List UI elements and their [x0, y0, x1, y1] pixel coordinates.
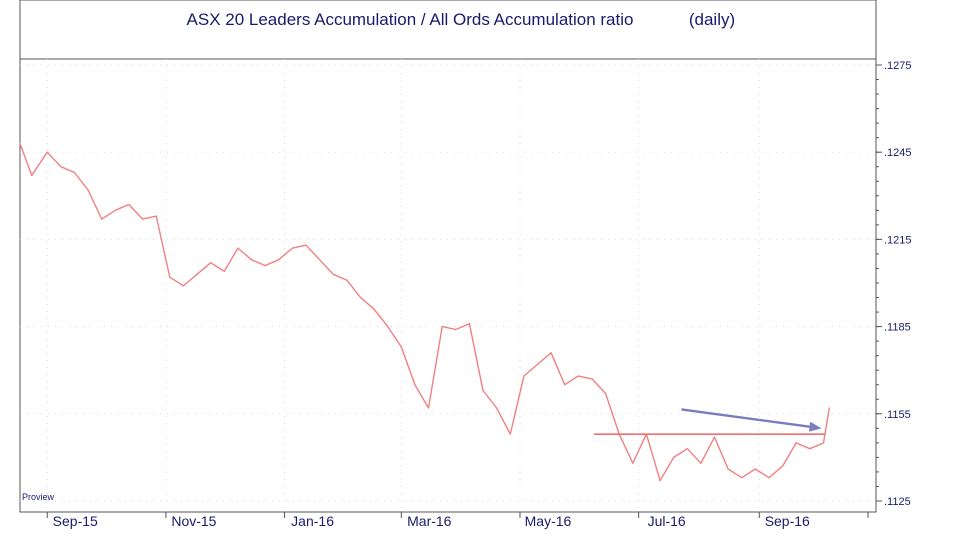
- y-tick-label: .1125: [884, 496, 911, 508]
- data-point: [523, 375, 525, 377]
- data-point: [809, 448, 811, 450]
- y-tick-label: .1245: [884, 147, 912, 159]
- data-point: [795, 442, 797, 444]
- data-point: [87, 189, 89, 191]
- data-point: [46, 151, 48, 153]
- annotations: [593, 408, 826, 435]
- data-point: [169, 276, 171, 278]
- arrow-head: [808, 421, 822, 432]
- x-tick-label: Sep-16: [765, 513, 810, 529]
- data-point: [741, 477, 743, 479]
- axes: .1275 .1245 .1215 .1185 .1155 .1125 Sep-15 Nov-…: [46, 60, 912, 529]
- data-point: [182, 285, 185, 287]
- data-point: [264, 264, 266, 267]
- data-point: [210, 262, 212, 264]
- data-point: [101, 218, 103, 220]
- y-tick-label: .1215: [884, 234, 912, 246]
- data-point: [291, 247, 293, 249]
- data-point: [536, 363, 539, 365]
- data-point: [727, 468, 729, 470]
- data-point: [250, 259, 253, 261]
- data-point: [591, 378, 593, 380]
- data-point: [414, 384, 416, 386]
- y-tick-label: .1185: [884, 322, 911, 334]
- x-tick-label: Nov-15: [171, 513, 216, 529]
- y-tick-label: .1275: [884, 60, 912, 72]
- x-tick-label: May-16: [525, 513, 572, 529]
- data-point: [373, 308, 375, 310]
- data-point: [400, 346, 402, 348]
- data-point: [686, 448, 688, 450]
- data-point: [828, 407, 830, 409]
- data-point: [141, 218, 144, 220]
- data-point: [713, 436, 716, 438]
- data-point: [564, 384, 566, 386]
- data-point: [359, 296, 362, 299]
- data-point: [60, 166, 62, 168]
- series-layer: [19, 142, 830, 482]
- data-point: [659, 480, 661, 482]
- data-point: [455, 328, 457, 331]
- chart-title: ASX 20 Leaders Accumulation / All Ords A…: [187, 10, 634, 29]
- x-tick-label: Sep-15: [53, 513, 98, 529]
- data-point: [73, 171, 76, 174]
- data-point: [332, 273, 334, 275]
- data-point: [632, 462, 634, 464]
- data-point: [196, 273, 198, 275]
- data-point: [550, 352, 552, 354]
- x-tick-label: Mar-16: [407, 513, 452, 529]
- data-point: [604, 392, 607, 395]
- data-point: [346, 279, 348, 281]
- data-point: [754, 468, 756, 470]
- data-point: [237, 247, 239, 249]
- data-point: [427, 407, 430, 409]
- data-point: [223, 270, 225, 272]
- chart-frame: [19, 0, 877, 513]
- data-point: [128, 203, 130, 206]
- data-point: [509, 433, 511, 435]
- data-point: [441, 326, 443, 328]
- data-point: [782, 465, 784, 467]
- data-point: [278, 259, 280, 261]
- data-point: [155, 215, 157, 217]
- data-point: [496, 407, 498, 409]
- data-point: [305, 244, 307, 246]
- y-tick-label: .1155: [884, 409, 911, 421]
- data-point: [19, 142, 21, 145]
- data-point: [114, 209, 116, 211]
- watermark: Proview: [22, 492, 55, 502]
- chart-subtitle: (daily): [689, 10, 735, 29]
- data-point: [700, 462, 702, 464]
- data-point: [387, 326, 389, 328]
- data-point: [319, 259, 321, 261]
- arrow-shaft: [681, 408, 810, 428]
- data-point: [482, 389, 484, 392]
- data-point: [577, 375, 579, 377]
- data-point: [822, 442, 825, 444]
- data-point: [468, 323, 470, 325]
- data-point: [31, 174, 33, 177]
- data-point: [673, 456, 675, 458]
- x-tick-label: Jan-16: [291, 513, 334, 529]
- x-tick-label: Jul-16: [648, 513, 686, 529]
- data-point: [768, 477, 770, 479]
